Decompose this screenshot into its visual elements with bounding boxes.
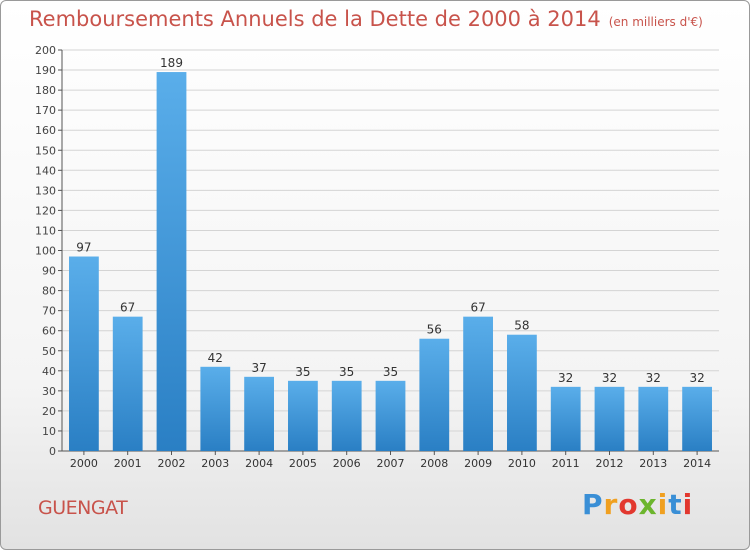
logo-letter: i <box>682 488 694 521</box>
bar-value-label: 42 <box>208 351 223 365</box>
bar-value-label: 32 <box>689 371 704 385</box>
bar <box>419 338 450 451</box>
logo-letter: r <box>603 488 619 521</box>
bar <box>156 72 187 452</box>
x-tick-label: 2008 <box>420 457 448 470</box>
logo-letter: t <box>668 488 683 521</box>
bar-value-label: 35 <box>339 365 354 379</box>
bar <box>288 380 318 451</box>
y-tick-label: 90 <box>42 265 56 278</box>
y-tick-label: 130 <box>35 184 56 197</box>
x-tick-label: 2003 <box>201 457 229 470</box>
bar-value-label: 37 <box>251 361 266 375</box>
bar <box>507 334 537 451</box>
y-tick-label: 40 <box>42 365 56 378</box>
bar <box>244 376 274 451</box>
x-tick-label: 2009 <box>464 457 492 470</box>
y-tick-label: 10 <box>42 425 56 438</box>
y-tick-label: 160 <box>35 124 56 137</box>
y-tick-label: 50 <box>42 345 56 358</box>
x-tick-label: 2013 <box>639 457 667 470</box>
x-tick-label: 2000 <box>70 457 98 470</box>
y-tick-label: 190 <box>35 64 56 77</box>
x-tick-label: 2001 <box>114 457 142 470</box>
y-tick-label: 70 <box>42 305 56 318</box>
bar-value-label: 32 <box>646 371 661 385</box>
bar-value-label: 67 <box>120 301 135 315</box>
logo-letter: o <box>618 488 639 521</box>
y-tick-label: 150 <box>35 144 56 157</box>
x-tick-label: 2010 <box>508 457 536 470</box>
bar-value-label: 58 <box>514 319 529 333</box>
x-tick-label: 2011 <box>552 457 580 470</box>
x-tick-label: 2006 <box>333 457 361 470</box>
bar <box>463 316 493 451</box>
y-tick-label: 200 <box>35 44 56 57</box>
chart-title-block: Remboursements Annuels de la Dette de 20… <box>29 7 703 31</box>
bars <box>69 72 712 452</box>
y-tick-label: 60 <box>42 325 56 338</box>
y-tick-label: 120 <box>35 204 56 217</box>
bar-value-label: 35 <box>383 365 398 379</box>
logo-letter: i <box>657 488 669 521</box>
chart-unit: (en milliers d'€) <box>608 15 703 29</box>
bar <box>112 316 143 451</box>
x-tick-label: 2004 <box>245 457 273 470</box>
logo-letter: P <box>582 488 604 521</box>
bar <box>638 386 669 451</box>
x-tick-label: 2002 <box>158 457 186 470</box>
y-tick-label: 110 <box>35 224 56 237</box>
x-tick-label: 2012 <box>596 457 624 470</box>
bar <box>200 366 231 451</box>
chart-title: Remboursements Annuels de la Dette de 20… <box>29 7 601 31</box>
x-tick-label: 2014 <box>683 457 711 470</box>
bar-value-label: 32 <box>558 371 573 385</box>
bar <box>682 386 712 451</box>
y-tick-label: 0 <box>49 445 56 458</box>
bar-value-label: 67 <box>470 301 485 315</box>
bar-value-label: 32 <box>602 371 617 385</box>
commune-name: GUENGAT <box>38 497 128 519</box>
bar <box>331 380 362 451</box>
bar-value-label: 189 <box>160 56 183 70</box>
bar <box>594 386 625 451</box>
y-tick-label: 30 <box>42 385 56 398</box>
logo-letter: x <box>638 488 658 521</box>
y-tick-label: 100 <box>35 245 56 258</box>
bar-value-label: 35 <box>295 365 310 379</box>
bar <box>550 386 581 451</box>
bar-value-label: 56 <box>427 323 442 337</box>
x-tick-label: 2007 <box>377 457 405 470</box>
x-tick-label: 2005 <box>289 457 317 470</box>
y-tick-label: 80 <box>42 285 56 298</box>
value-labels: 97 67 189 42 37 35 35 35 56 67 58 32 32 32 32 <box>76 56 704 385</box>
bar <box>375 380 406 451</box>
y-tick-label: 170 <box>35 104 56 117</box>
proxiti-logo[interactable]: Proxiti <box>582 488 693 521</box>
axes: 0 10 20 30 40 50 60 70 80 90 100 110 120 130 140 150 160… <box>35 44 719 470</box>
y-tick-label: 20 <box>42 405 56 418</box>
y-tick-label: 180 <box>35 84 56 97</box>
y-tick-label: 140 <box>35 164 56 177</box>
bar-value-label: 97 <box>76 241 91 255</box>
bar <box>69 256 99 451</box>
